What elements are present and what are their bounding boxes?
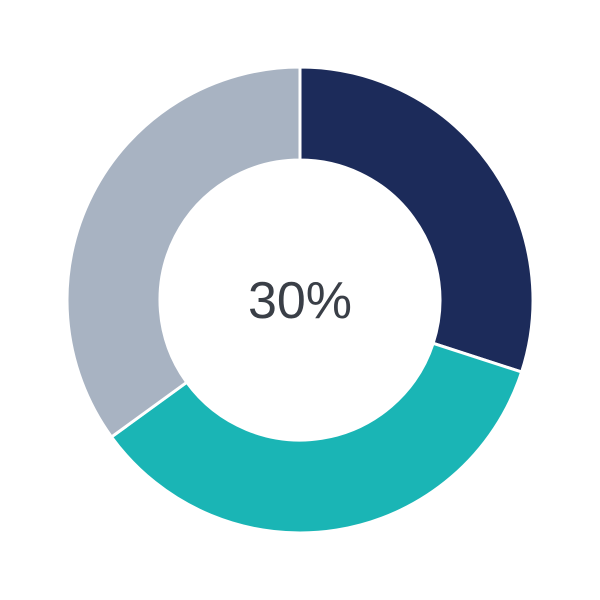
center-label: 30% <box>248 272 352 330</box>
donut-slice-1 <box>298 65 535 374</box>
slices <box>65 65 535 535</box>
donut-slice-3 <box>65 65 302 440</box>
donut-slice-2 <box>109 341 524 535</box>
